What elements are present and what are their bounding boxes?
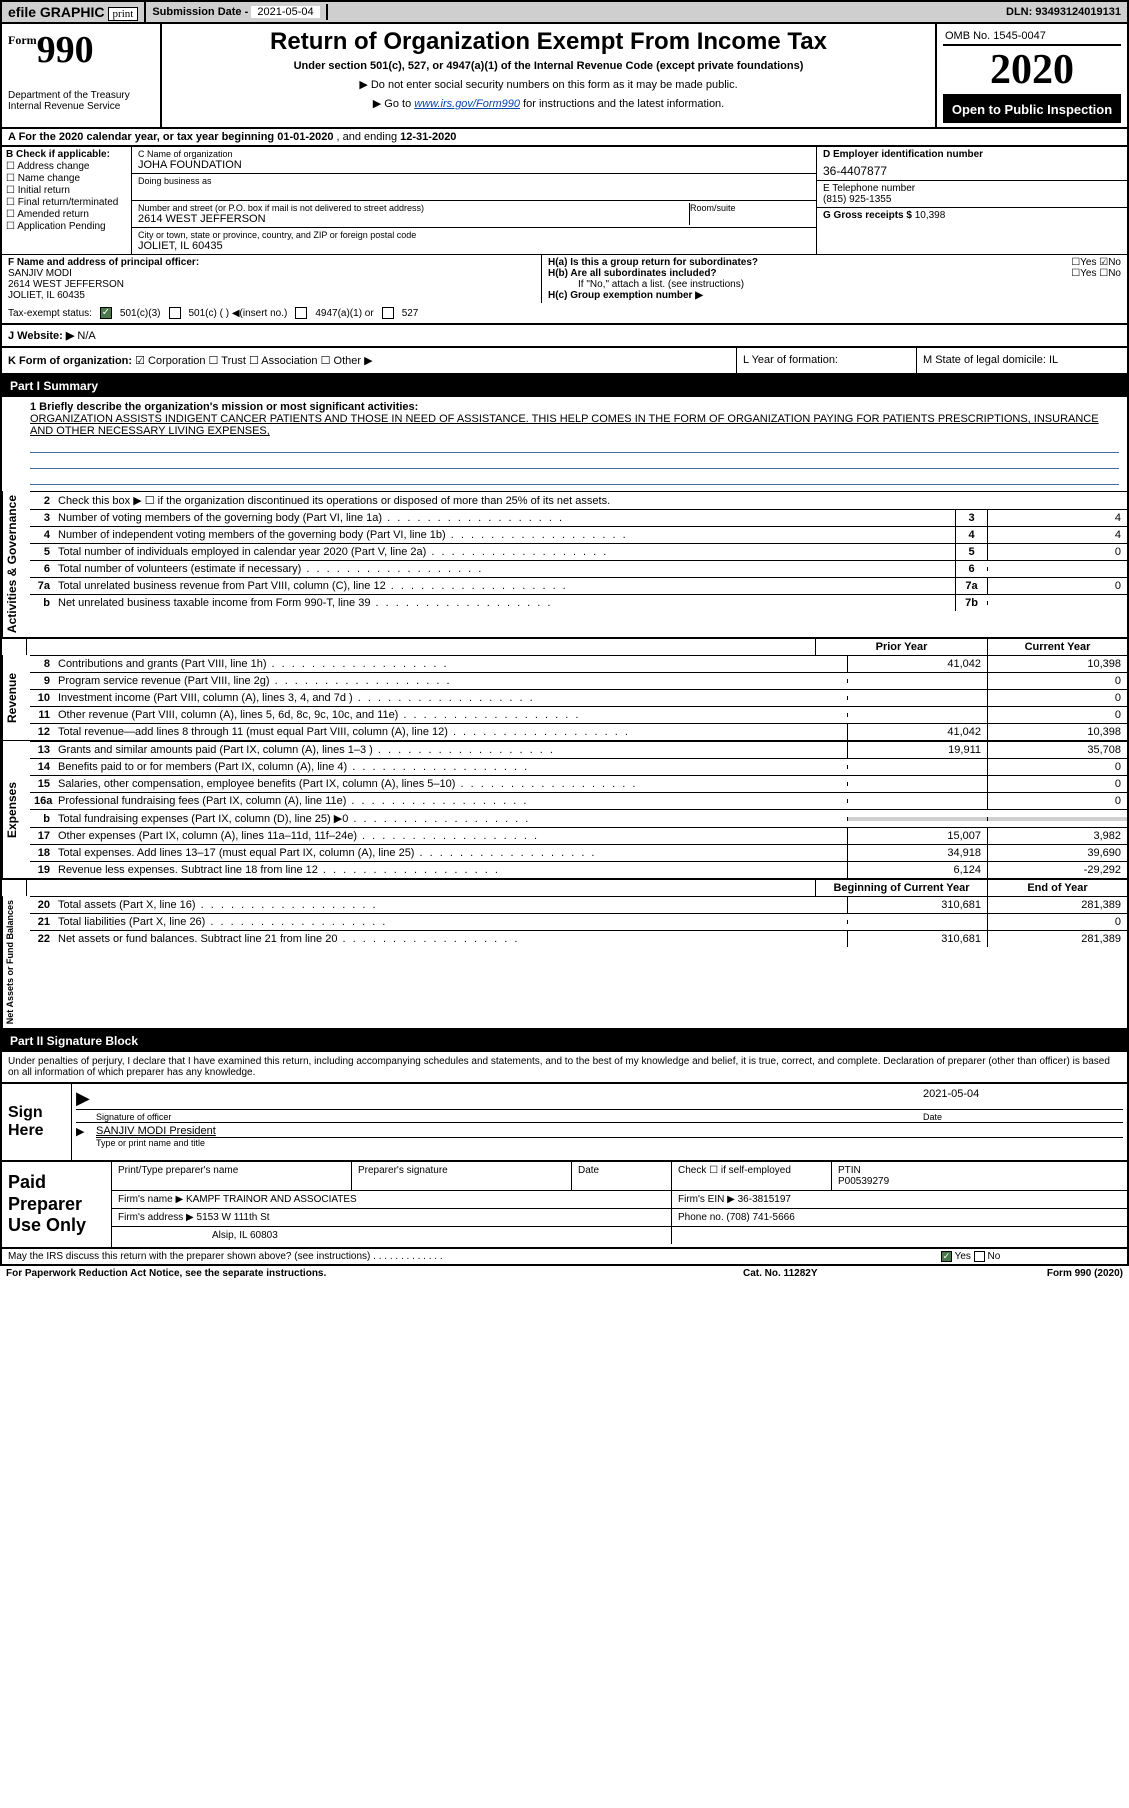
- chk-b[interactable]: ☐ Name change: [6, 173, 127, 184]
- line-19: 19Revenue less expenses. Subtract line 1…: [30, 861, 1127, 878]
- form-subtitle: Under section 501(c), 527, or 4947(a)(1)…: [168, 60, 929, 72]
- activities-governance: Activities & Governance 2Check this box …: [2, 491, 1127, 637]
- org-city: JOLIET, IL 60435: [138, 240, 810, 252]
- submission-date: Submission Date - 2021-05-04: [146, 4, 327, 20]
- chk-501c[interactable]: [169, 307, 181, 319]
- part-2-header: Part II Signature Block: [0, 1030, 1129, 1052]
- line-16a: 16aProfessional fundraising fees (Part I…: [30, 792, 1127, 809]
- form-header: Form990 Department of the Treasury Inter…: [0, 24, 1129, 129]
- topbar: efile GRAPHIC print Submission Date - 20…: [0, 0, 1129, 24]
- part-1-body: 1 Briefly describe the organization's mi…: [0, 397, 1129, 1030]
- tax-exempt-status: Tax-exempt status: ✓501(c)(3) 501(c) ( )…: [0, 303, 1129, 325]
- row-f-h: F Name and address of principal officer:…: [0, 254, 1129, 303]
- officer-name: SANJIV MODI: [8, 268, 72, 279]
- revenue-header: Prior YearCurrent Year: [2, 637, 1127, 655]
- paid-preparer: Paid Preparer Use Only Print/Type prepar…: [0, 1162, 1129, 1249]
- ein: 36-4407877: [823, 164, 1121, 178]
- line-21: 21Total liabilities (Part X, line 26)0: [30, 913, 1127, 930]
- line-10: 10Investment income (Part VIII, column (…: [30, 689, 1127, 706]
- firm-addr: 5153 W 111th St: [197, 1212, 270, 1223]
- line-4: 4Number of independent voting members of…: [30, 526, 1127, 543]
- firm-phone: (708) 741-5666: [726, 1212, 794, 1223]
- line-11: 11Other revenue (Part VIII, column (A), …: [30, 706, 1127, 723]
- revenue: Revenue 8Contributions and grants (Part …: [2, 655, 1127, 740]
- line-6: 6Total number of volunteers (estimate if…: [30, 560, 1127, 577]
- bottom-row: For Paperwork Reduction Act Notice, see …: [0, 1266, 1129, 1281]
- ptin: PTIN P00539279: [832, 1162, 1127, 1190]
- row-k: K Form of organization: ☑ Corporation ☐ …: [0, 348, 1129, 375]
- website-value: N/A: [77, 330, 95, 342]
- chk-501c3[interactable]: ✓: [100, 307, 112, 319]
- open-public: Open to Public Inspection: [943, 96, 1121, 123]
- org-address: 2614 WEST JEFFERSON: [138, 213, 689, 225]
- section-d-e-g: D Employer identification number36-44078…: [817, 147, 1127, 254]
- discuss-yes[interactable]: ✓: [941, 1251, 952, 1262]
- chk-527[interactable]: [382, 307, 394, 319]
- state-domicile: M State of legal domicile: IL: [917, 348, 1127, 373]
- discuss-no[interactable]: [974, 1251, 985, 1262]
- print-button[interactable]: print: [108, 7, 139, 21]
- dln: DLN: 93493124019131: [1000, 4, 1127, 20]
- line-17: 17Other expenses (Part IX, column (A), l…: [30, 827, 1127, 844]
- chk-b[interactable]: ☐ Application Pending: [6, 221, 127, 232]
- line-15: 15Salaries, other compensation, employee…: [30, 775, 1127, 792]
- line-13: 13Grants and similar amounts paid (Part …: [30, 741, 1127, 758]
- omb: OMB No. 1545-0047: [943, 28, 1121, 46]
- line-b: bNet unrelated business taxable income f…: [30, 594, 1127, 611]
- tax-year: 2020: [943, 46, 1121, 96]
- chk-4947[interactable]: [295, 307, 307, 319]
- firm-ein: 36-3815197: [738, 1194, 791, 1205]
- discuss-row: May the IRS discuss this return with the…: [0, 1249, 1129, 1266]
- part-2-declaration: Under penalties of perjury, I declare th…: [0, 1052, 1129, 1084]
- phone: (815) 925-1355: [823, 194, 1121, 205]
- line-8: 8Contributions and grants (Part VIII, li…: [30, 655, 1127, 672]
- line-7a: 7aTotal unrelated business revenue from …: [30, 577, 1127, 594]
- gross-receipts: 10,398: [915, 210, 946, 221]
- year-formation: L Year of formation:: [737, 348, 917, 373]
- row-a-period: A For the 2020 calendar year, or tax yea…: [0, 129, 1129, 147]
- efile-label: efile GRAPHIC print: [2, 2, 146, 22]
- block-b-to-g: B Check if applicable: ☐ Address change☐…: [0, 147, 1129, 254]
- part-1-header: Part I Summary: [0, 375, 1129, 397]
- chk-b[interactable]: ☐ Amended return: [6, 209, 127, 220]
- row-j-website: J Website: ▶ N/A: [0, 325, 1129, 348]
- mission-text: ORGANIZATION ASSISTS INDIGENT CANCER PAT…: [30, 413, 1119, 437]
- irs-link[interactable]: www.irs.gov/Form990: [414, 98, 520, 110]
- line-18: 18Total expenses. Add lines 13–17 (must …: [30, 844, 1127, 861]
- dept: Department of the Treasury Internal Reve…: [8, 90, 154, 112]
- line-14: 14Benefits paid to or for members (Part …: [30, 758, 1127, 775]
- section-h: H(a) Is this a group return for subordin…: [542, 255, 1127, 303]
- expenses: Expenses 13Grants and similar amounts pa…: [2, 740, 1127, 878]
- section-c: C Name of organizationJOHA FOUNDATION Do…: [132, 147, 817, 254]
- line-b: bTotal fundraising expenses (Part IX, co…: [30, 809, 1127, 827]
- form-number: Form990: [8, 28, 154, 72]
- sign-here: Sign Here ▶2021-05-04 Signature of offic…: [0, 1084, 1129, 1162]
- form-title: Return of Organization Exempt From Incom…: [168, 28, 929, 56]
- chk-b[interactable]: ☐ Final return/terminated: [6, 197, 127, 208]
- section-f: F Name and address of principal officer:…: [2, 255, 542, 303]
- line-12: 12Total revenue—add lines 8 through 11 (…: [30, 723, 1127, 740]
- net-assets: Net Assets or Fund Balances 20Total asse…: [2, 896, 1127, 1028]
- line-20: 20Total assets (Part X, line 16)310,6812…: [30, 896, 1127, 913]
- section-b: B Check if applicable: ☐ Address change☐…: [2, 147, 132, 254]
- officer-sig-name: SANJIV MODI President: [96, 1125, 216, 1137]
- line-5: 5Total number of individuals employed in…: [30, 543, 1127, 560]
- line-22: 22Net assets or fund balances. Subtract …: [30, 930, 1127, 947]
- line-3: 3Number of voting members of the governi…: [30, 509, 1127, 526]
- chk-b[interactable]: ☐ Address change: [6, 161, 127, 172]
- org-name: JOHA FOUNDATION: [138, 159, 810, 171]
- sign-date: 2021-05-04: [923, 1088, 1123, 1109]
- instruction-1: ▶ Do not enter social security numbers o…: [168, 78, 929, 91]
- netassets-header: Beginning of Current YearEnd of Year: [2, 878, 1127, 896]
- chk-b[interactable]: ☐ Initial return: [6, 185, 127, 196]
- instruction-2: ▶ Go to www.irs.gov/Form990 for instruct…: [168, 97, 929, 110]
- line-9: 9Program service revenue (Part VIII, lin…: [30, 672, 1127, 689]
- firm-name: KAMPF TRAINOR AND ASSOCIATES: [186, 1194, 357, 1205]
